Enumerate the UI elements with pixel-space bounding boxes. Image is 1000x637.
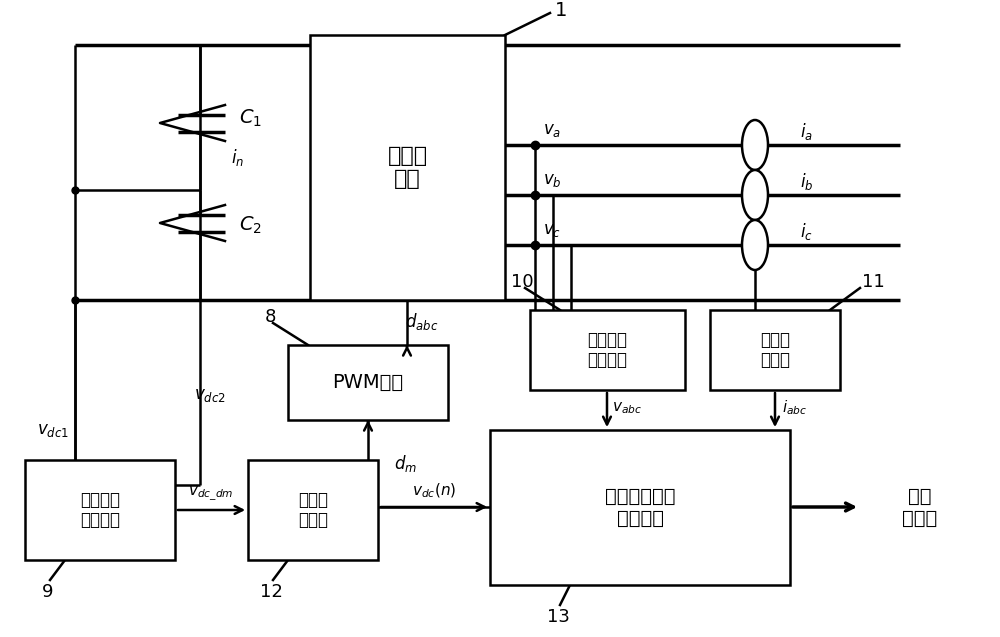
Text: 谐波分
析模块: 谐波分 析模块	[298, 490, 328, 529]
Text: PWM模块: PWM模块	[332, 373, 404, 392]
Text: $i_{abc}$: $i_{abc}$	[782, 399, 808, 417]
Bar	[530, 310, 685, 390]
Bar	[490, 430, 790, 585]
Text: 10: 10	[511, 273, 533, 291]
Bar	[710, 310, 840, 390]
Text: 输出
电容值: 输出 电容值	[902, 487, 938, 527]
Bar	[310, 35, 505, 300]
Text: $v_{dc2}$: $v_{dc2}$	[194, 386, 226, 404]
Text: $d_{abc}$: $d_{abc}$	[405, 311, 439, 333]
Text: 8: 8	[264, 308, 276, 326]
Text: $d_m$: $d_m$	[394, 452, 418, 473]
Text: 13: 13	[547, 608, 569, 626]
Text: $v_a$: $v_a$	[543, 121, 561, 139]
Text: 直流母线电容
计算模块: 直流母线电容 计算模块	[605, 487, 675, 528]
Bar	[288, 345, 448, 420]
Text: 1: 1	[555, 1, 567, 20]
Text: 12: 12	[260, 583, 282, 601]
Text: $i_b$: $i_b$	[800, 171, 813, 192]
Text: 11: 11	[862, 273, 885, 291]
Ellipse shape	[742, 220, 768, 270]
Text: $v_{dc1}$: $v_{dc1}$	[37, 421, 69, 439]
Text: $v_c$: $v_c$	[543, 221, 561, 239]
Text: $v_{dc\_dm}$: $v_{dc\_dm}$	[188, 485, 234, 503]
Text: $v_b$: $v_b$	[543, 171, 562, 189]
Text: 电流检
测模块: 电流检 测模块	[760, 331, 790, 369]
Text: $i_c$: $i_c$	[800, 220, 813, 241]
Text: 交流电压
检测模块: 交流电压 检测模块	[588, 331, 628, 369]
Bar	[248, 460, 378, 560]
Ellipse shape	[742, 170, 768, 220]
Ellipse shape	[742, 120, 768, 170]
Text: $v_{dc}(n)$: $v_{dc}(n)$	[412, 482, 456, 500]
Text: 逆变器
电路: 逆变器 电路	[387, 146, 428, 189]
Text: $v_{abc}$: $v_{abc}$	[612, 400, 642, 416]
Text: $C_2$: $C_2$	[239, 214, 261, 236]
Text: $i_a$: $i_a$	[800, 120, 813, 141]
Bar	[25, 460, 175, 560]
Text: $C_1$: $C_1$	[239, 108, 261, 129]
Text: 9: 9	[42, 583, 54, 601]
Text: 直流电压
检测模块: 直流电压 检测模块	[80, 490, 120, 529]
Text: $i_n$: $i_n$	[231, 148, 245, 169]
